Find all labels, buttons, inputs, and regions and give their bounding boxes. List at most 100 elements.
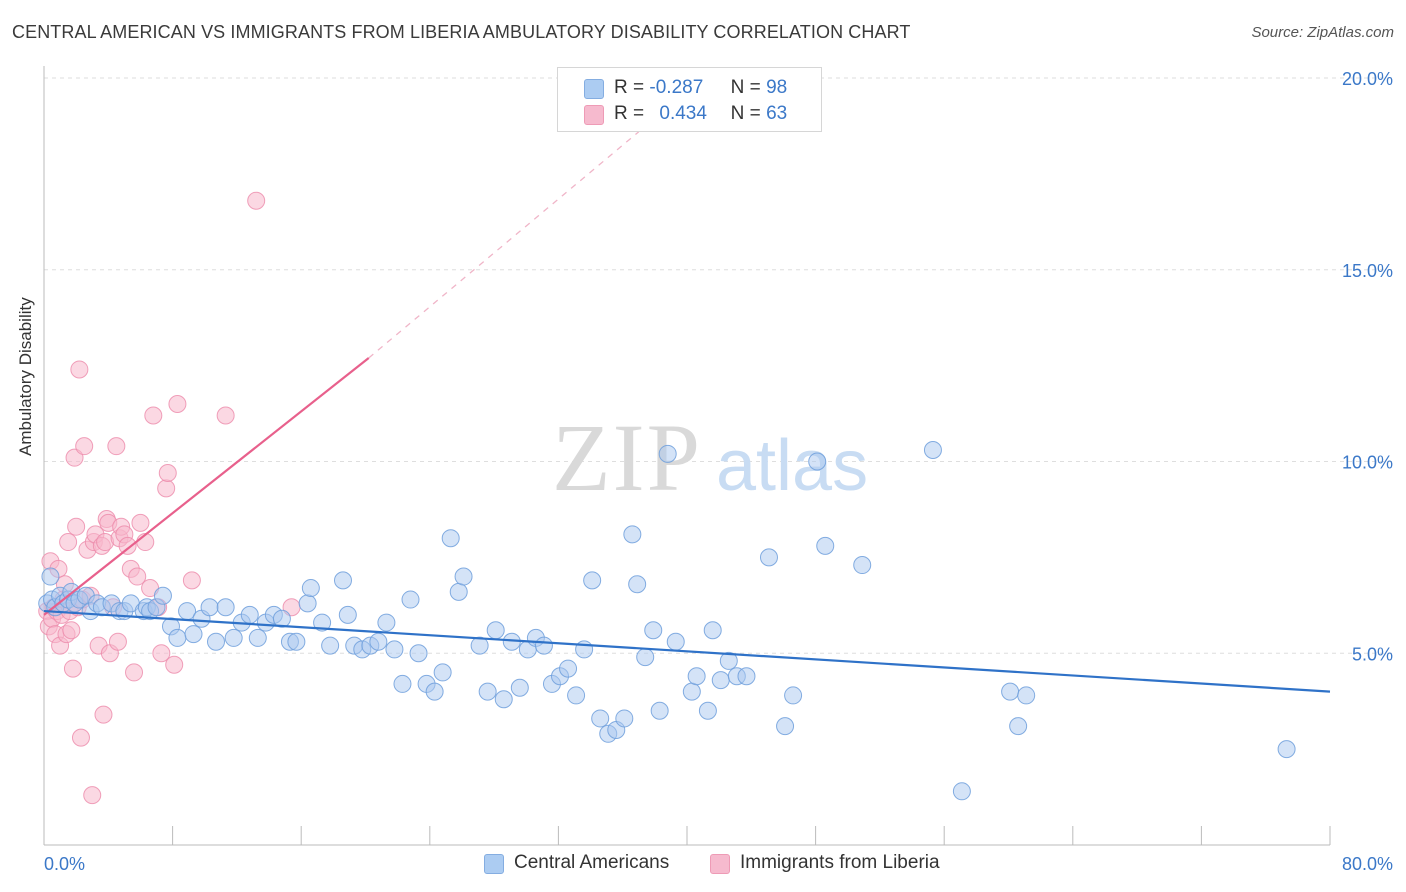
central-american-point [711,671,730,690]
bottom-legend-label: Immigrants from Liberia [740,852,940,873]
central-american-point [703,621,722,640]
central-american-point [433,663,452,682]
central-american-point [853,556,872,575]
central-american-point [1017,686,1036,705]
central-american-point [338,605,357,624]
central-american-point [666,632,685,651]
liberia-point [131,513,150,532]
x-tick-label: 80.0% [1342,854,1393,874]
series-liberia-points [38,191,301,805]
central-american-point [1277,740,1296,759]
liberia-point [125,663,144,682]
y-tick-label: 10.0% [1342,453,1393,473]
liberia-trend-line [43,357,370,616]
central-american-point [393,674,412,693]
liberia-point [128,567,147,586]
legend-r-value: -0.287 [649,77,704,98]
central-american-point [298,594,317,613]
central-american-point [409,644,428,663]
central-american-point [449,582,468,601]
central-american-point [658,444,677,463]
central-american-point [615,709,634,728]
liberia-point [71,728,90,747]
liberia-point [59,533,78,552]
bottom-legend-swatch-blue [484,854,504,874]
central-american-point [816,536,835,555]
central-american-point [478,682,497,701]
central-american-point [759,548,778,567]
central-american-point [923,440,942,459]
liberia-point [94,705,113,724]
central-american-point [41,567,60,586]
bottom-legend-label: Central Americans [514,852,670,873]
central-american-point [153,586,172,605]
central-american-point [636,648,655,667]
legend-r-label: R = [614,103,645,124]
central-american-point [385,640,404,659]
central-american-point [583,571,602,590]
liberia-point [216,406,235,425]
central-american-point [494,690,513,709]
central-american-point [591,709,610,728]
central-american-point [698,701,717,720]
tick-labels: 5.0% 10.0% 15.0% 20.0% 0.0% 80.0% [44,69,1393,874]
correlation-legend: R = -0.287 N = 98 R = 0.434 N = 63 [557,67,822,132]
central-american-point [313,613,332,632]
central-american-point [534,636,553,655]
central-american-point [240,605,259,624]
liberia-point [168,394,187,413]
central-american-point [719,651,738,670]
central-american-point [200,598,219,617]
y-tick-label: 15.0% [1342,261,1393,281]
liberia-point [67,517,86,536]
liberia-point [165,655,184,674]
central-american-point [369,632,388,651]
liberia-point [70,360,89,379]
liberia-point [152,644,171,663]
trend-lines [43,131,1331,693]
central-american-point [623,525,642,544]
legend-swatch-blue [584,79,604,99]
y-tick-label: 20.0% [1342,69,1393,89]
liberia-point [108,632,127,651]
central-american-point [682,682,701,701]
central-american-point [454,567,473,586]
y-tick-label: 5.0% [1352,644,1393,664]
central-american-point [301,579,320,598]
central-american-point [510,678,529,697]
central-american-point [224,628,243,647]
legend-r-value: 0.434 [659,103,707,124]
liberia-point [107,437,126,456]
liberia-point [157,479,176,498]
bottom-legend-swatch-pink [710,854,730,874]
central-american-point [184,625,203,644]
central-american-point [628,575,647,594]
legend-n-value: 98 [766,77,788,98]
central-american-point [644,621,663,640]
liberia-point [158,464,177,483]
central-american-point [425,682,444,701]
central-american-point [321,636,340,655]
central-american-point [248,628,267,647]
x-tick-label: 0.0% [44,854,85,874]
central-american-point [1001,682,1020,701]
central-american-point [470,636,489,655]
central-american-point [272,609,291,628]
liberia-point [63,659,82,678]
legend-r-label: R = [614,77,645,98]
legend-n-label: N = [730,103,761,124]
central-american-point [333,571,352,590]
source-label: Source: ZipAtlas.com [1251,24,1394,41]
central-american-point [650,701,669,720]
legend-swatch-pink [584,105,604,125]
central-american-point [776,717,795,736]
liberia-point [247,191,266,210]
central-american-point [401,590,420,609]
central-american-point [377,613,396,632]
liberia-point [65,448,84,467]
central-american-point [287,632,306,651]
y-axis-label: Ambulatory Disability [16,297,35,456]
watermark-atlas: atlas [716,426,868,506]
liberia-trend-extension [368,131,640,359]
